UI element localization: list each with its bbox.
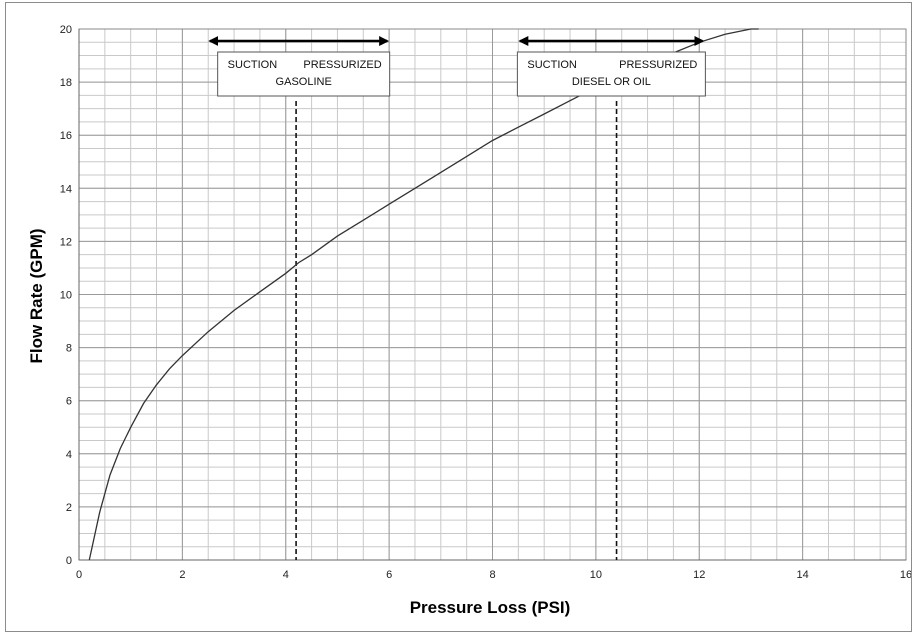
x-tick-label: 8 xyxy=(489,569,495,581)
y-tick-label: 6 xyxy=(66,396,72,408)
y-tick-label: 10 xyxy=(60,290,72,302)
annotation-label-pressurized: PRESSURIZED xyxy=(303,59,381,71)
y-tick-label: 14 xyxy=(60,183,72,195)
y-tick-label: 16 xyxy=(60,130,72,142)
annotation-label-suction: SUCTION xyxy=(228,59,278,71)
y-tick-label: 2 xyxy=(66,502,72,514)
y-tick-label: 20 xyxy=(60,24,72,36)
annotation-label-suction: SUCTION xyxy=(527,59,577,71)
x-tick-label: 10 xyxy=(590,569,602,581)
annotation-label-fluid: GASOLINE xyxy=(276,76,332,88)
x-tick-label: 14 xyxy=(797,569,809,581)
x-tick-label: 2 xyxy=(179,569,185,581)
x-tick-label: 6 xyxy=(386,569,392,581)
annotation-box xyxy=(217,51,391,97)
flow-rate-chart: SUCTION PRESSURIZED GASOLINE SUCTION PRESSUR… xyxy=(27,24,911,617)
grid xyxy=(78,28,907,561)
annotation-label-pressurized: PRESSURIZED xyxy=(619,59,697,71)
chart-frame: SUCTION PRESSURIZED GASOLINE SUCTION PRESSUR… xyxy=(5,2,912,632)
y-tick-label: 8 xyxy=(66,343,72,355)
x-tick-label: 0 xyxy=(76,569,82,581)
y-axis-title: Flow Rate (GPM) xyxy=(27,228,46,363)
axes xyxy=(78,28,907,561)
x-tick-label: 12 xyxy=(693,569,705,581)
annotations: SUCTION PRESSURIZED GASOLINE SUCTION PRESSUR… xyxy=(208,36,706,97)
y-tick-label: 18 xyxy=(60,77,72,89)
annotation-label-fluid: DIESEL OR OIL xyxy=(572,76,651,88)
tick-labels: 0 2 4 6 8 10 12 14 16 0 2 4 6 8 10 12 14 16 18 20 xyxy=(60,24,911,581)
reference-lines xyxy=(295,101,618,560)
y-tick-label: 12 xyxy=(60,236,72,248)
annotation-box xyxy=(516,51,706,97)
x-tick-label: 16 xyxy=(900,569,911,581)
x-tick-label: 4 xyxy=(283,569,289,581)
y-tick-label: 0 xyxy=(66,555,72,567)
y-tick-label: 4 xyxy=(66,449,72,461)
x-axis-title: Pressure Loss (PSI) xyxy=(410,598,571,617)
